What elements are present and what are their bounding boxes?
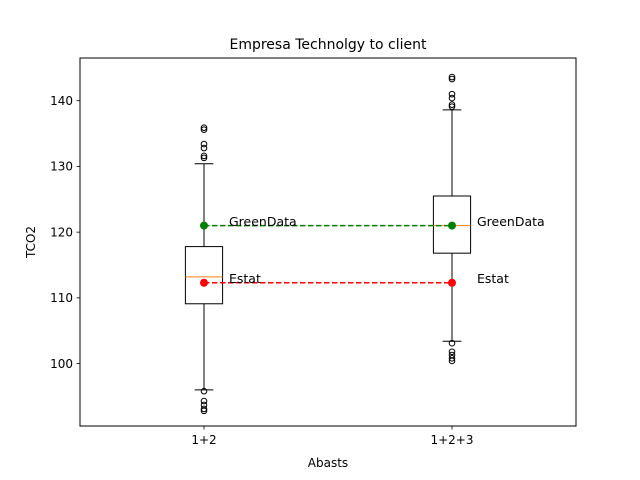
y-axis-label: TCO2 bbox=[24, 226, 38, 259]
box-iqr bbox=[184, 246, 224, 305]
outlier-point bbox=[200, 405, 208, 413]
y-tick-label: 140 bbox=[50, 94, 73, 108]
outlier-point bbox=[200, 397, 208, 405]
outlier-point bbox=[448, 101, 456, 108]
outlier-point bbox=[200, 154, 208, 162]
box-iqr bbox=[432, 195, 472, 254]
outlier-point bbox=[200, 387, 208, 395]
outlier-point bbox=[448, 73, 456, 81]
x-tick-label: 1+2+3 bbox=[430, 433, 473, 447]
x-tick-label: 1+2 bbox=[191, 433, 216, 447]
chart-title: Empresa Technolgy to client bbox=[229, 37, 427, 53]
outlier-point bbox=[200, 407, 208, 415]
plot-area: GreenData Estat GreenData Estat bbox=[184, 73, 545, 415]
estat-point bbox=[448, 278, 456, 287]
outlier-point bbox=[448, 90, 456, 98]
y-tick-label: 120 bbox=[50, 225, 73, 239]
outlier-point bbox=[448, 94, 456, 102]
outlier-point bbox=[448, 357, 456, 365]
annotation-label: Estat bbox=[229, 271, 261, 286]
y-tick-label: 130 bbox=[50, 160, 73, 174]
y-tick-label: 110 bbox=[50, 291, 73, 305]
greendata-point bbox=[200, 221, 208, 230]
outlier-point bbox=[448, 103, 456, 110]
outlier-point bbox=[200, 140, 208, 148]
outlier-point bbox=[200, 124, 208, 131]
annotation-label: GreenData bbox=[229, 214, 297, 229]
outlier-point bbox=[448, 355, 456, 362]
outlier-point bbox=[200, 152, 208, 160]
annotation-label: Estat bbox=[477, 271, 509, 286]
axes-frame bbox=[79, 57, 577, 427]
estat-point bbox=[200, 278, 208, 287]
greendata-point bbox=[448, 221, 456, 230]
outlier-point bbox=[448, 75, 456, 83]
outlier-point bbox=[200, 126, 208, 133]
annotation-label: GreenData bbox=[477, 214, 545, 229]
outlier-point bbox=[448, 348, 456, 356]
x-axis-label: Abasts bbox=[308, 456, 348, 470]
outlier-point bbox=[200, 144, 208, 152]
y-tick-label: 100 bbox=[50, 357, 73, 371]
outlier-point bbox=[448, 339, 456, 347]
